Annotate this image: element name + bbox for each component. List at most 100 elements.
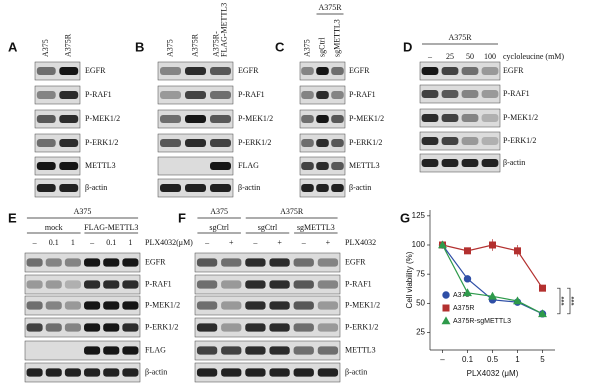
blot-strip	[24, 252, 141, 273]
significance-label: ***	[560, 296, 569, 305]
column-label: A375R	[190, 33, 199, 57]
lane-label: –	[427, 52, 433, 61]
row-label: METTL3	[345, 345, 376, 354]
blot-band	[103, 280, 120, 289]
blot-band	[269, 301, 290, 310]
treatment-label: PLX4032(μM)	[145, 238, 193, 247]
data-point	[488, 291, 497, 300]
blot-band	[301, 139, 314, 147]
row-label: P-RAF1	[345, 279, 372, 288]
blot-band	[269, 346, 290, 355]
blot-strip	[419, 84, 501, 104]
treatment-label: PLX4032	[345, 238, 376, 247]
blot-band	[301, 67, 314, 75]
blot-band	[196, 280, 218, 289]
blot-band	[317, 346, 339, 355]
blot-band	[26, 301, 43, 310]
row-label: METTL3	[85, 161, 116, 170]
row-label: P-RAF1	[503, 89, 530, 98]
blot-band	[481, 114, 499, 122]
blot-band	[196, 323, 218, 332]
lane-label: 1	[128, 238, 132, 247]
blot-band	[210, 162, 231, 170]
blot-band	[185, 139, 206, 147]
blot-band	[64, 258, 81, 267]
legend-marker	[442, 304, 450, 312]
blot-band	[64, 301, 81, 310]
row-label: P-ERK1/2	[145, 322, 178, 331]
blot-band	[331, 91, 344, 99]
blot-strip	[24, 317, 141, 338]
blot-band	[160, 139, 181, 147]
blot-band	[36, 162, 56, 170]
blot-band	[421, 114, 439, 122]
blot-strip	[194, 340, 341, 361]
blot-band	[160, 67, 181, 75]
lane-label: 1	[71, 238, 75, 247]
significance-bracket	[557, 287, 561, 315]
blot-band	[122, 301, 139, 310]
lane-label: +	[326, 238, 331, 247]
lane-label: –	[301, 238, 307, 247]
y-tick-label: 25	[416, 328, 425, 337]
y-tick-label: 100	[412, 240, 426, 249]
blot-band	[196, 258, 218, 267]
blot-band	[59, 115, 79, 123]
column-label: sgCtrl	[317, 37, 326, 57]
blot-band	[160, 184, 181, 192]
row-label: P-ERK1/2	[503, 136, 536, 145]
y-tick-label: 75	[416, 269, 425, 278]
header-label: A375	[210, 207, 228, 216]
panel-label: G	[400, 210, 410, 225]
blot-band	[64, 368, 81, 377]
blot-band	[84, 368, 101, 377]
data-point	[463, 275, 472, 283]
panel-label: E	[8, 210, 17, 225]
panel-label: B	[135, 39, 144, 54]
blot-band	[293, 368, 314, 377]
blot-band	[45, 323, 62, 332]
header-label: A375	[74, 207, 92, 216]
blot-band	[84, 323, 101, 332]
blot-band	[317, 368, 339, 377]
blot-strip	[157, 156, 234, 176]
blot-band	[84, 301, 101, 310]
blot-band	[317, 323, 339, 332]
blot-band	[245, 280, 266, 289]
data-point	[464, 247, 471, 255]
group-label: sgCtrl	[258, 223, 278, 232]
row-label: β-actin	[349, 183, 371, 192]
blot-band	[421, 90, 439, 98]
blot-band	[316, 184, 329, 192]
blot-band	[36, 184, 56, 192]
blot-strip	[194, 317, 341, 338]
x-tick-label: 1	[515, 355, 520, 364]
blot-band	[421, 137, 439, 145]
blot-band	[196, 301, 218, 310]
data-point	[538, 309, 547, 318]
lane-label: –	[32, 238, 38, 247]
blot-strip	[24, 362, 141, 383]
legend-marker	[442, 291, 450, 299]
blot-band	[59, 162, 79, 170]
blot-band	[26, 280, 43, 289]
blot-band	[59, 139, 79, 147]
row-label: β-actin	[345, 367, 367, 376]
blot-band	[221, 368, 242, 377]
blot-strip	[419, 131, 501, 151]
blot-band	[316, 91, 329, 99]
blot-band	[245, 346, 266, 355]
blot-band	[331, 162, 344, 170]
x-tick-label: 0.5	[487, 355, 499, 364]
blot-band	[122, 258, 139, 267]
blot-strip	[24, 340, 141, 361]
blot-band	[103, 258, 120, 267]
blot-band	[461, 159, 479, 167]
blot-band	[103, 368, 120, 377]
blot-band	[269, 258, 290, 267]
legend-label: A375R	[453, 305, 474, 312]
blot-band	[221, 346, 242, 355]
data-point	[489, 241, 496, 249]
blot-band	[441, 114, 459, 122]
blot-strip	[419, 108, 501, 128]
